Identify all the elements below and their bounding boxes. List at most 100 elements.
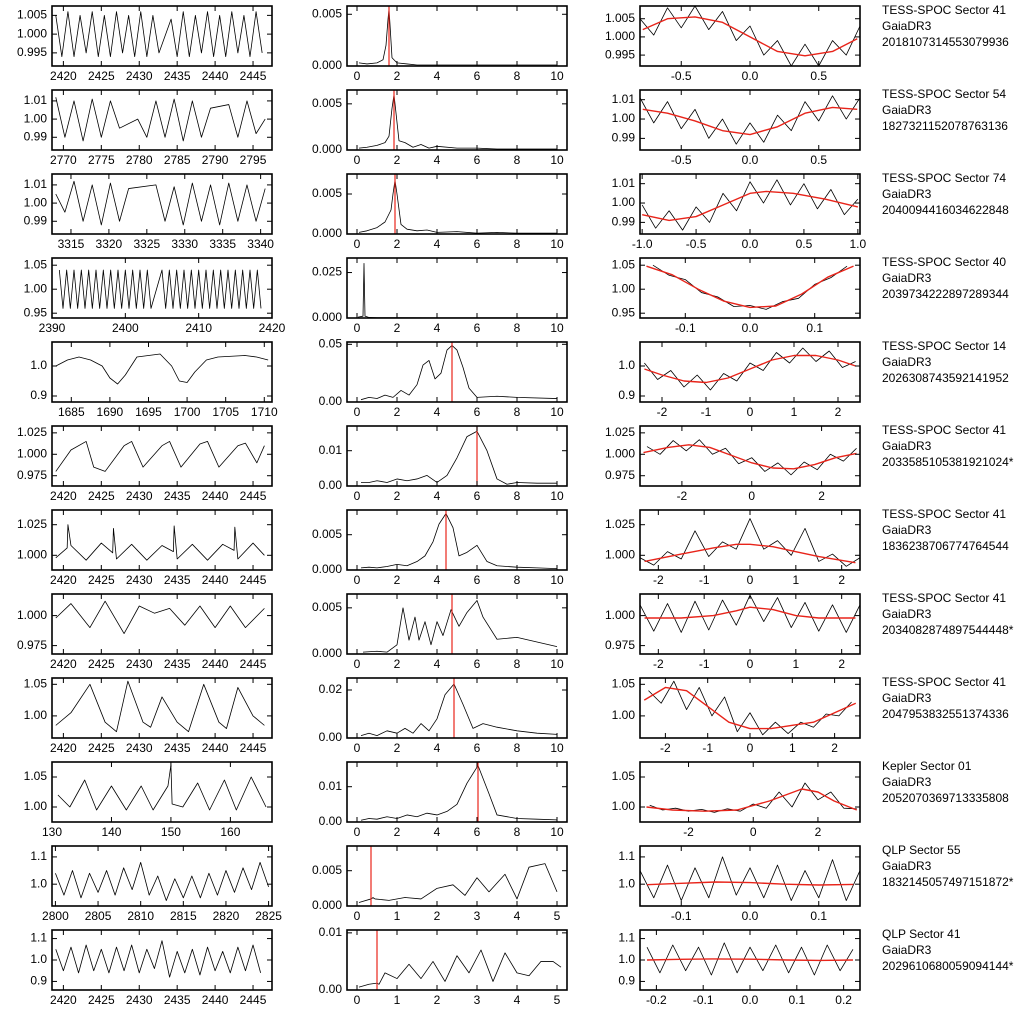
target-label: GaiaDR3 [882, 691, 932, 705]
series-line [55, 861, 269, 901]
series-line [362, 600, 558, 653]
x-tick-label: 4 [434, 825, 441, 839]
y-tick-label: 0.95 [612, 305, 636, 319]
x-tick-label: 2440 [202, 69, 229, 83]
panel-frame [346, 89, 568, 151]
target-label: GaiaDR3 [882, 943, 932, 957]
x-tick-label: 1.0 [849, 237, 866, 251]
y-tick-label: 0.99 [24, 213, 48, 227]
x-tick-label: 2 [838, 573, 845, 587]
target-label: TESS-SPOC Sector 40 [882, 255, 1006, 269]
target-label: GaiaDR3 [882, 775, 932, 789]
x-tick-label: 2430 [126, 489, 153, 503]
panel: 0 2 4 6 8 10 0.000 0.005 [312, 89, 568, 167]
panel: 2420 2425 2430 2435 2440 2445 1.00 1.05 [24, 676, 273, 755]
series-line [652, 264, 848, 310]
series-line [55, 97, 266, 142]
x-tick-label: 2445 [240, 993, 267, 1007]
x-tick-label: 2 [818, 489, 825, 503]
x-tick-label: 4 [434, 657, 441, 671]
x-tick-label: 0.1 [810, 909, 827, 923]
panel: -0.1 0.0 0.1 1.0 1.1 QLP Sector 55 GaiaDR3 1832… [618, 843, 1013, 923]
series-line [646, 881, 854, 886]
x-tick-label: 0 [354, 489, 361, 503]
series-line [640, 518, 860, 567]
x-tick-label: 0.5 [810, 153, 827, 167]
x-tick-label: 0 [354, 573, 361, 587]
series-line [642, 190, 859, 222]
x-tick-label: 2 [838, 657, 845, 671]
y-tick-label: 1.00 [612, 281, 636, 295]
x-tick-label: 4 [514, 909, 521, 923]
x-tick-label: 2445 [240, 657, 267, 671]
panel: 2420 2425 2430 2435 2440 2445 0.9 1.0 1.1 [30, 929, 273, 1007]
y-tick-label: 1.00 [612, 799, 636, 813]
x-tick-label: 2425 [88, 657, 115, 671]
x-tick-label: 6 [474, 153, 481, 167]
x-tick-label: 2440 [202, 489, 229, 503]
y-tick-label: 1.025 [605, 425, 635, 439]
y-tick-label: 0.000 [312, 562, 342, 576]
y-tick-label: 1.000 [605, 608, 635, 622]
target-label: QLP Sector 55 [882, 843, 961, 857]
target-label: 2047953832551374336 [882, 707, 1009, 721]
y-tick-label: 1.00 [24, 195, 48, 209]
x-tick-label: 0.5 [810, 69, 827, 83]
target-label: QLP Sector 41 [882, 927, 961, 941]
x-tick-label: 1 [789, 741, 796, 755]
x-tick-label: 10 [550, 405, 564, 419]
y-tick-label: 1.000 [17, 446, 47, 460]
series-line [644, 543, 856, 564]
target-label: GaiaDR3 [882, 355, 932, 369]
x-tick-label: 2440 [202, 741, 229, 755]
y-tick-label: 1.00 [612, 195, 636, 209]
x-tick-label: 3335 [209, 237, 236, 251]
x-tick-label: 2 [394, 153, 401, 167]
x-tick-label: 0 [354, 825, 361, 839]
y-tick-label: 1.1 [30, 931, 47, 945]
y-tick-label: 1.01 [24, 93, 48, 107]
series-line [361, 430, 557, 485]
target-label: 1832145057497151872* [882, 875, 1014, 889]
y-tick-label: 1.025 [605, 517, 635, 531]
panel-frame [639, 677, 861, 739]
series-line [358, 863, 558, 903]
series-line [360, 765, 558, 821]
x-tick-label: 10 [550, 237, 564, 251]
series-line [642, 106, 858, 136]
y-tick-label: 0.025 [312, 265, 342, 279]
panel: -2 -1 0 1 2 1.00 1.05 TESS-SPOC Sector 41 GaiaDR… [612, 675, 1009, 755]
x-tick-label: 0.0 [742, 909, 759, 923]
series-line [360, 513, 558, 569]
x-tick-label: 2820 [213, 909, 240, 923]
x-tick-label: 2440 [202, 573, 229, 587]
series-line [358, 94, 557, 150]
x-tick-label: 6 [474, 657, 481, 671]
y-tick-label: 1.005 [17, 8, 47, 22]
panel-frame [639, 425, 861, 487]
target-label: 1827321152078763136 [882, 119, 1008, 133]
y-tick-label: 0.000 [312, 142, 342, 156]
panel-frame [639, 509, 861, 571]
panel: -1.0 -0.5 0.0 0.5 1.0 0.99 1.00 1.01 TESS-SPOC S… [612, 171, 1009, 251]
y-tick-label: 1.0 [30, 358, 47, 372]
y-tick-label: 1.00 [24, 799, 48, 813]
y-tick-label: 0.005 [312, 6, 342, 20]
x-tick-label: 2445 [240, 741, 267, 755]
y-tick-label: 0.005 [312, 863, 342, 877]
x-tick-label: 0.1 [788, 993, 805, 1007]
x-tick-label: 2425 [88, 489, 115, 503]
panel-frame [51, 341, 273, 403]
x-tick-label: 0.0 [742, 993, 759, 1007]
y-tick-label: 0.00 [319, 394, 343, 408]
series-line [642, 16, 858, 57]
y-tick-label: 0.995 [605, 47, 635, 61]
x-tick-label: 1 [394, 993, 401, 1007]
x-tick-label: 6 [474, 489, 481, 503]
x-tick-label: 0.5 [796, 237, 813, 251]
y-tick-label: 1.025 [17, 517, 47, 531]
x-tick-label: 3 [474, 993, 481, 1007]
target-label: TESS-SPOC Sector 41 [882, 423, 1006, 437]
x-tick-label: 0 [747, 657, 754, 671]
